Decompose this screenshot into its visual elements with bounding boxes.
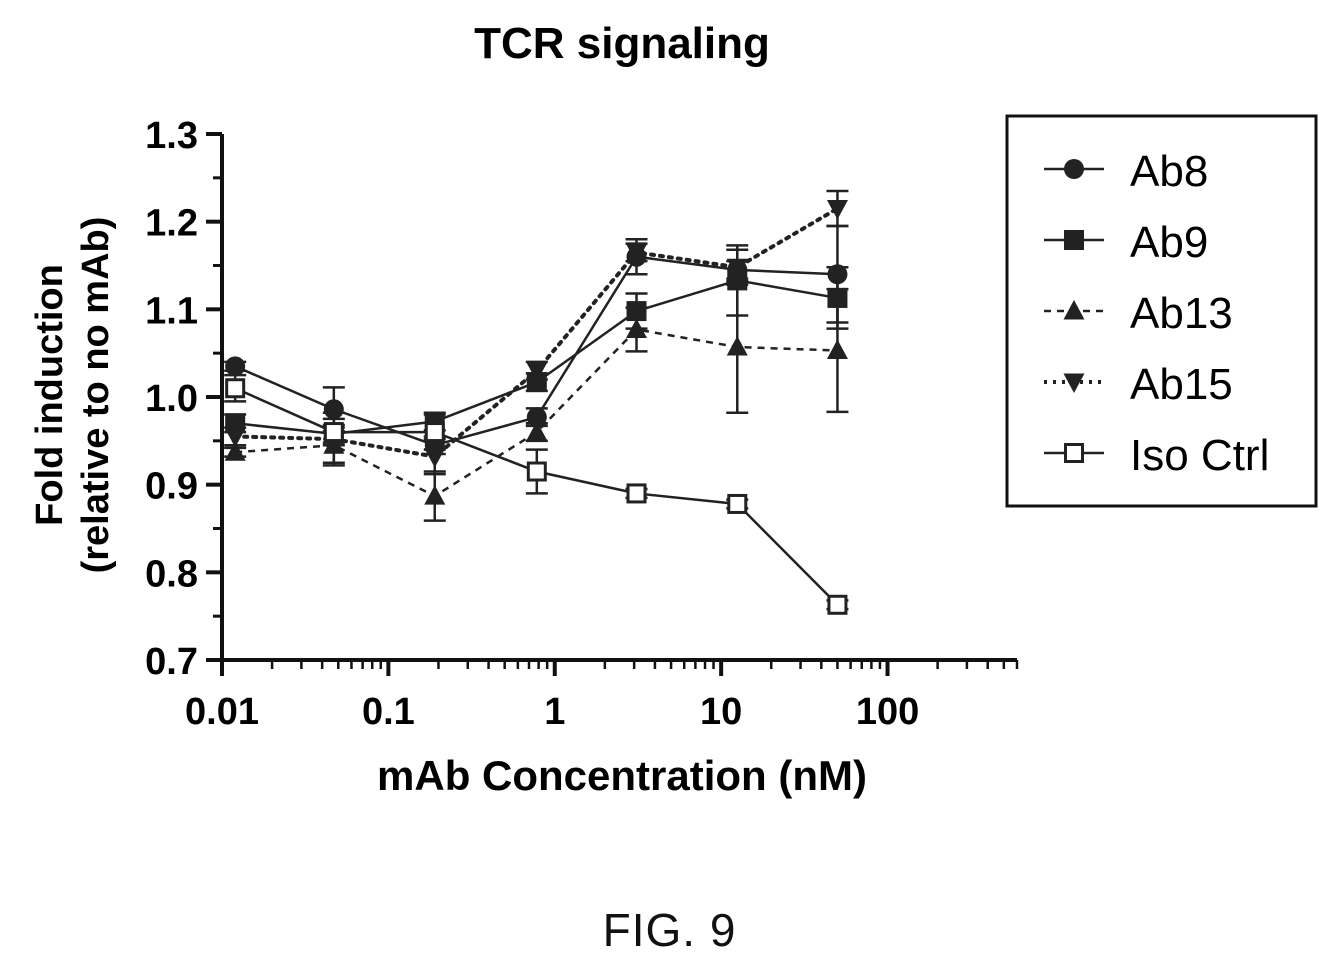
data-point-ab8	[323, 399, 344, 420]
legend: Ab8 Ab9 Ab13 Ab15 Iso Ctrl	[1005, 114, 1318, 508]
y-tick-label: 0.7	[145, 641, 198, 683]
data-point-iso-ctrl	[225, 378, 246, 399]
legend-label-iso-ctrl: Iso Ctrl	[1130, 431, 1269, 480]
figure-caption: FIG. 9	[602, 904, 737, 956]
legend-item-ab9: Ab9	[1044, 218, 1208, 267]
data-point-iso-ctrl	[626, 483, 647, 504]
data-point-ab15	[424, 448, 446, 468]
legend-label-ab9: Ab9	[1130, 218, 1208, 267]
y-tick-label: 0.9	[145, 466, 198, 508]
data-point-iso-ctrl	[827, 594, 848, 615]
data-point-ab15	[526, 362, 548, 382]
y-axis-label-line-1: Fold induction	[29, 264, 71, 526]
legend-label-ab8: Ab8	[1130, 147, 1208, 196]
data-point-iso-ctrl	[323, 422, 344, 443]
data-point-ab13	[424, 485, 446, 505]
x-tick-label: 100	[856, 691, 919, 733]
data-point-ab15	[826, 200, 848, 220]
y-tick-label: 1.1	[145, 290, 198, 332]
series-ab13	[224, 280, 849, 522]
legend-marker-iso-ctrl	[1064, 443, 1084, 463]
plot-area	[224, 189, 849, 615]
data-point-ab13	[224, 441, 246, 461]
data-point-ab15	[224, 427, 246, 448]
data-point-ab13	[526, 421, 548, 441]
legend-label-ab13: Ab13	[1130, 289, 1233, 338]
data-point-ab15	[726, 258, 748, 279]
legend-item-iso-ctrl: Iso Ctrl	[1044, 431, 1269, 480]
legend-marker-ab9	[1064, 230, 1084, 250]
y-axis-label-line-2: (relative to no mAb)	[75, 217, 117, 574]
legend-item-ab8: Ab8	[1044, 147, 1208, 196]
data-point-ab13	[626, 318, 648, 338]
legend-marker-ab8	[1064, 159, 1084, 179]
x-tick-label: 10	[700, 691, 742, 733]
legend-label-ab15: Ab15	[1130, 360, 1233, 409]
legend-marker-ab13	[1063, 300, 1085, 320]
series-ab8	[224, 224, 849, 456]
y-axis-label: Fold induction (relative to no mAb)	[29, 217, 117, 574]
data-point-ab13	[826, 339, 848, 360]
y-tick-label: 1.0	[145, 378, 198, 420]
legend-item-ab15: Ab15	[1044, 360, 1233, 409]
y-tick-label: 0.8	[145, 553, 198, 595]
legend-marker-ab15	[1063, 373, 1085, 393]
series-iso-ctrl	[224, 373, 849, 615]
chart-title: TCR signaling	[474, 19, 770, 68]
x-axis-label: mAb Concentration (nM)	[377, 752, 867, 799]
axes: 0.7 0.8 0.9 1.0 1.1 1.2 1.3 0.01 0.1 1 10 100	[145, 115, 1019, 733]
y-tick-label: 1.3	[145, 115, 198, 157]
data-point-iso-ctrl	[424, 422, 445, 443]
data-point-ab15	[626, 243, 648, 264]
y-tick-label: 1.2	[145, 203, 198, 245]
x-tick-label: 0.01	[185, 691, 259, 733]
data-point-iso-ctrl	[727, 493, 748, 514]
data-point-iso-ctrl	[526, 461, 547, 482]
x-tick-label: 0.1	[362, 691, 415, 733]
legend-item-ab13: Ab13	[1044, 289, 1233, 338]
data-point-ab13	[726, 336, 748, 356]
x-tick-label: 1	[544, 691, 565, 733]
data-point-ab8	[225, 356, 246, 377]
